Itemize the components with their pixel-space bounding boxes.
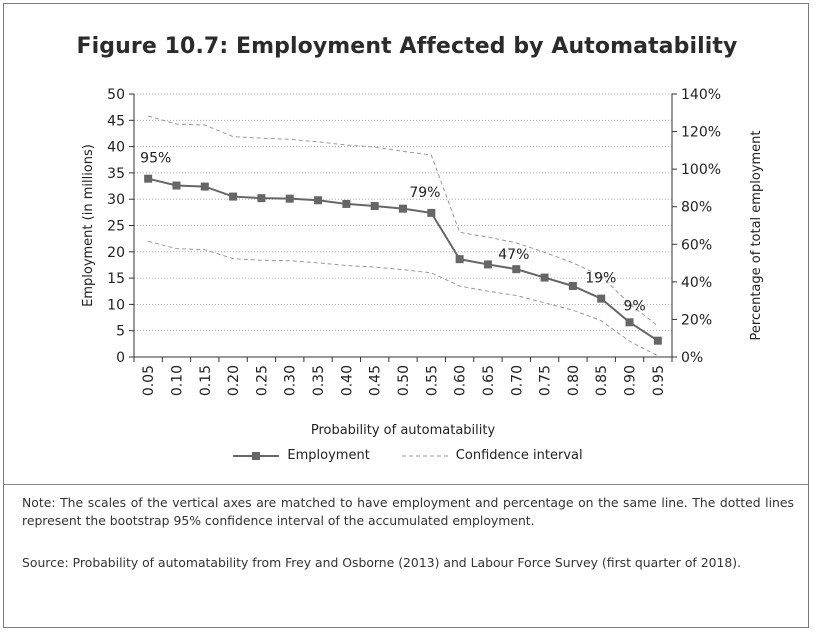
y2-tick-label: 120% (681, 125, 721, 141)
employment-marker (568, 281, 577, 290)
divider (4, 484, 808, 485)
y2-tick-label: 60% (681, 237, 712, 253)
chart-svg: 0 5 10 15 20 25 30 35 40 45 50 0% 20% 40% 60% 80% 100% 12… (81, 87, 764, 438)
employment-marker (257, 194, 266, 203)
label-layer: 95% 79% 47% 19% 9% (140, 151, 646, 315)
data-label: 79% (409, 185, 440, 201)
data-label: 95% (140, 151, 171, 167)
y2-tick-label: 80% (681, 200, 712, 216)
x-axis-title: Probability of automatability (311, 423, 496, 438)
employment-marker (653, 336, 662, 345)
y-tick-label: 10 (107, 297, 125, 313)
legend-item-confidence-interval: Confidence interval (400, 448, 583, 463)
y-tick-label: 25 (107, 219, 125, 235)
x-tick-label: 0.10 (169, 365, 185, 396)
y-tick-label: 45 (107, 113, 125, 129)
note-text: Note: The scales of the vertical axes ar… (22, 495, 794, 528)
employment-marker (370, 202, 379, 211)
employment-marker (512, 265, 521, 274)
employment-line (147, 177, 659, 342)
y2-tick-label: 140% (681, 87, 721, 103)
y-tick-label: 35 (107, 166, 125, 182)
y2-tick-label: 20% (681, 312, 712, 328)
y-tick-label: 5 (116, 324, 125, 340)
x-tick-label: 0.20 (226, 365, 242, 396)
x-tick-label: 0.05 (141, 365, 157, 396)
y-tick-label: 0 (116, 350, 125, 366)
x-tick-label: 0.60 (453, 365, 469, 396)
ci-line (148, 240, 659, 357)
y-tick-label: 20 (107, 245, 125, 261)
x-tick-label: 0.50 (396, 365, 412, 396)
legend: Employment Confidence interval (4, 448, 810, 463)
source-text: Source: Probability of automatability fr… (22, 555, 742, 570)
figure-title: Figure 10.7: Employment Affected by Auto… (76, 34, 738, 59)
x-tick-label: 0.35 (311, 365, 327, 396)
data-label: 19% (585, 271, 616, 287)
x-tick-label: 0.95 (651, 365, 667, 396)
employment-marker (597, 294, 606, 303)
legend-ci-label: Confidence interval (455, 448, 583, 463)
x-tick-label: 0.25 (254, 365, 270, 396)
y-tick-label: 30 (107, 192, 125, 208)
x-tick-label: 0.90 (623, 365, 639, 396)
employment-marker (399, 204, 407, 213)
employment-marker (483, 260, 492, 269)
x-tick-label: 0.85 (594, 365, 610, 396)
x-tick-label: 0.30 (283, 365, 299, 396)
y2-tick-label: 0% (681, 350, 703, 366)
employment-marker (314, 196, 323, 205)
figure-frame: Figure 10.7: Employment Affected by Auto… (3, 3, 809, 628)
employment-marker (342, 199, 351, 208)
x-tick-label: 0.65 (481, 365, 497, 396)
y-axis-title: Employment (in millions) (81, 144, 96, 307)
employment-marker (455, 255, 464, 264)
x-tick-label: 0.80 (566, 365, 582, 396)
data-label: 9% (624, 298, 646, 314)
ci-line (148, 115, 659, 327)
employment-marker (200, 182, 209, 191)
y2-axis-title: Percentage of total employment (749, 131, 764, 341)
employment-marker (540, 273, 549, 282)
employment-marker (625, 318, 634, 327)
employment-marker (285, 194, 294, 203)
employment-marker (144, 174, 153, 183)
x-tick-label: 0.70 (509, 365, 525, 396)
y-tick-label: 15 (107, 271, 125, 287)
x-tick-label: 0.15 (198, 365, 214, 396)
y-tick-label: 40 (107, 140, 125, 156)
x-tick-label: 0.40 (339, 365, 355, 396)
employment-marker (172, 181, 181, 190)
y-tick-label: 50 (107, 87, 125, 103)
legend-item-employment: Employment (231, 448, 370, 463)
x-tick-label: 0.55 (424, 365, 440, 396)
legend-ci-swatch (401, 455, 448, 456)
x-tick-label: 0.75 (538, 365, 554, 396)
x-tick-label: 0.45 (368, 365, 384, 396)
y2-tick-label: 40% (681, 275, 712, 291)
employment-marker (427, 208, 436, 217)
employment-marker (229, 192, 238, 201)
data-label: 47% (498, 247, 529, 263)
legend-employment-swatch (233, 451, 280, 460)
legend-employment-label: Employment (287, 448, 370, 463)
y2-tick-label: 100% (681, 162, 721, 178)
axis-layer: 0 5 10 15 20 25 30 35 40 45 50 0% 20% 40% 60% 80% 100% 12… (81, 87, 764, 438)
series-layer (144, 115, 662, 357)
